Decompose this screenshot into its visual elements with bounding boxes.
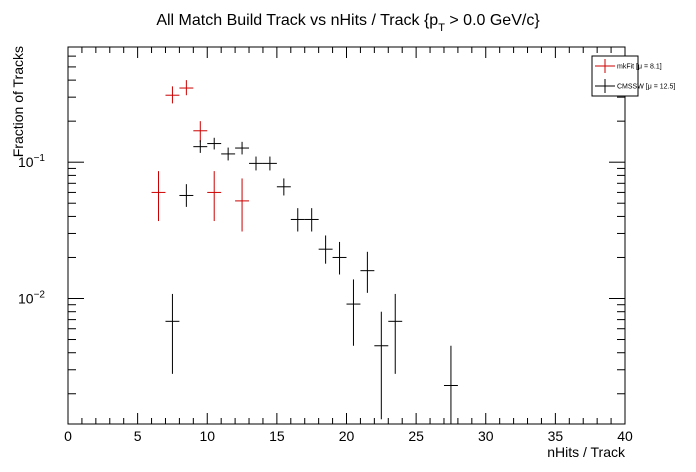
x-tick-label: 30 (478, 428, 494, 444)
y-axis: 10−1 10−2 (18, 55, 625, 395)
data-point (165, 293, 180, 374)
x-tick-label: 20 (339, 428, 355, 444)
legend-label: CMSSW [μ = 12.5] (617, 84, 675, 91)
data-point (151, 171, 166, 222)
chart-title: All Match Build Track vs nHits / Track {… (156, 12, 540, 34)
data-point (290, 208, 305, 232)
legend-box (591, 55, 639, 97)
data-point (360, 251, 375, 293)
plot-area (67, 46, 626, 425)
x-tick-label: 15 (269, 428, 285, 444)
data-point (179, 80, 194, 96)
x-tick-label: 35 (548, 428, 564, 444)
data-point (332, 241, 347, 275)
x-tick-label: 10 (199, 428, 215, 444)
data-point (346, 279, 361, 346)
x-axis: 0 5 10 15 20 25 30 35 40 (64, 47, 633, 444)
series-cmssw (165, 137, 458, 424)
data-point (443, 345, 458, 424)
data-point (388, 293, 403, 374)
data-point (318, 235, 333, 264)
x-tick-label: 25 (408, 428, 424, 444)
data-point (207, 171, 222, 222)
data-point (304, 208, 319, 232)
data-point (249, 156, 263, 171)
data-point (235, 141, 250, 155)
series-layer (151, 80, 458, 424)
legend-label: mkFit [μ = 8.1] (617, 64, 662, 71)
data-point (262, 156, 277, 171)
plot-frame (67, 46, 626, 425)
data-point (235, 178, 250, 232)
data-point (207, 137, 222, 150)
x-tick-label: 0 (64, 428, 72, 444)
data-point (179, 184, 194, 207)
x-tick-label: 40 (617, 428, 633, 444)
data-point (193, 140, 208, 153)
data-point (276, 178, 291, 196)
x-axis-label: nHits / Track (547, 444, 626, 460)
data-point (165, 86, 180, 104)
y-tick-label: 10−2 (18, 289, 45, 306)
y-tick-label: 10−1 (18, 153, 45, 170)
data-point (374, 311, 389, 420)
series-mkfit (151, 80, 250, 232)
x-tick-label: 5 (134, 428, 142, 444)
data-point (221, 147, 236, 161)
data-point (193, 121, 208, 143)
legend: mkFit [μ = 8.1] CMSSW [μ = 12.5] (591, 55, 675, 97)
y-axis-label: Fraction of Tracks (10, 46, 26, 157)
